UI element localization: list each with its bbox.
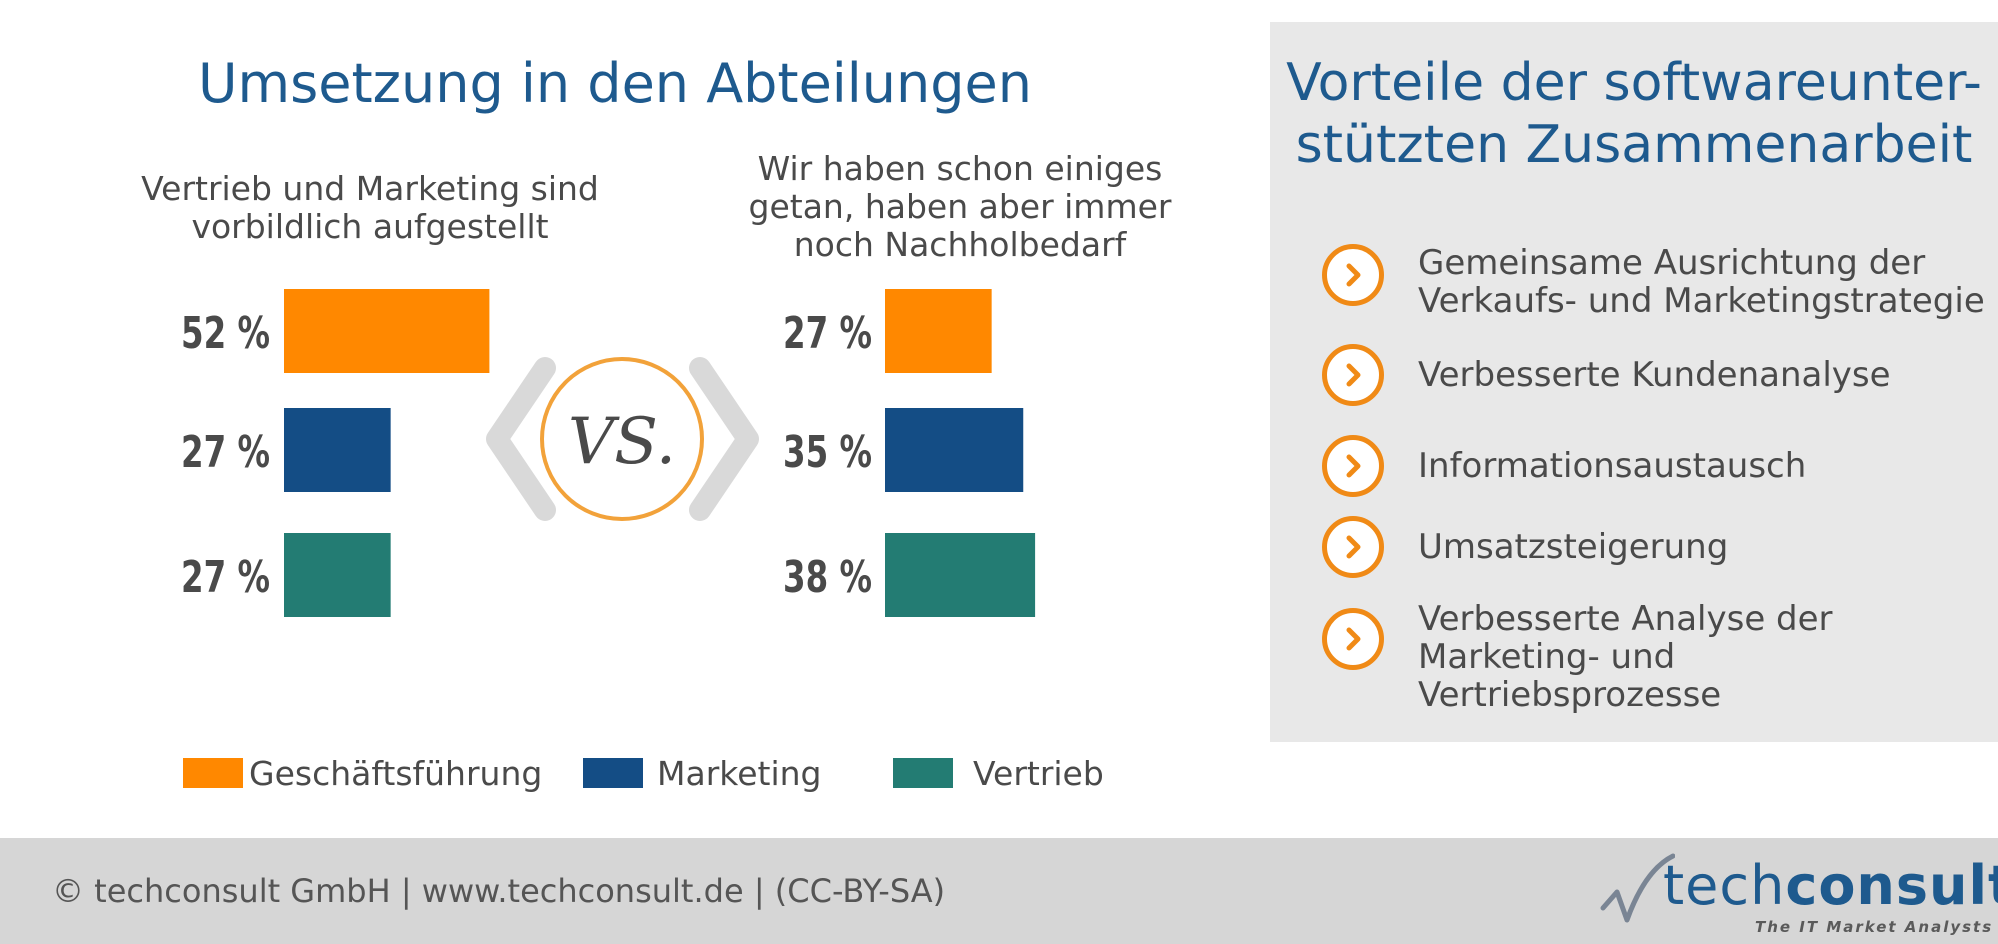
bar-0-1 bbox=[284, 408, 391, 492]
chevron-right-circle-icon bbox=[1322, 244, 1384, 306]
benefit-item: Informationsaustausch bbox=[1270, 435, 1998, 515]
legend-item-geschaeftsfuehrung: Geschäftsführung bbox=[183, 754, 583, 793]
chart-right-subtitle: Wir haben schon einiges getan, haben abe… bbox=[748, 149, 1172, 264]
bar-value-label: 35 % bbox=[783, 428, 872, 478]
chart-left-bars: 52 % 27 % 27 % bbox=[181, 289, 490, 617]
logo-wordmark: techconsult bbox=[1663, 854, 1998, 917]
benefits-panel: Vorteile der softwareunter- stützten Zus… bbox=[1270, 22, 1998, 742]
benefit-text: Informationsaustausch bbox=[1418, 446, 1807, 486]
legend: Geschäftsführung Marketing Vertrieb bbox=[183, 753, 1104, 793]
right-chevron-icon bbox=[689, 357, 759, 521]
chevron-right-circle-icon bbox=[1322, 344, 1384, 406]
bar-1-1 bbox=[885, 408, 1024, 492]
bar-1-0 bbox=[885, 289, 992, 373]
benefit-item: Umsatzsteigerung bbox=[1270, 516, 1998, 596]
benefit-item: Gemeinsame Ausrichtung der Verkaufs- und… bbox=[1270, 244, 1998, 324]
vs-decoration: VS. bbox=[486, 357, 759, 521]
techconsult-logo: techconsult The IT Market Analysts bbox=[1595, 840, 1998, 940]
logo-word-tech: tech bbox=[1663, 854, 1786, 917]
bar-charts: VS. 52 % 27 % 27 % 27 % 35 % 38 % bbox=[181, 289, 1036, 617]
bar-value-label: 38 % bbox=[783, 553, 872, 603]
legend-swatch-blue bbox=[583, 758, 643, 788]
legend-swatch-orange bbox=[183, 758, 243, 788]
benefit-text: Gemeinsame Ausrichtung der Verkaufs- und… bbox=[1418, 243, 1985, 321]
checkmark-swoosh-icon bbox=[1600, 853, 1675, 923]
benefits-title: Vorteile der softwareunter- stützten Zus… bbox=[1286, 53, 1982, 175]
left-chevron-icon bbox=[486, 357, 556, 521]
chevron-right-circle-icon bbox=[1322, 435, 1384, 497]
chart-left-subtitle: Vertrieb und Marketing sind vorbildlich … bbox=[141, 169, 599, 246]
legend-swatch-teal bbox=[893, 758, 953, 788]
bar-value-label: 27 % bbox=[181, 428, 270, 478]
bar-1-2 bbox=[885, 533, 1036, 617]
chevron-right-circle-icon bbox=[1322, 516, 1384, 578]
bar-value-label: 52 % bbox=[181, 309, 270, 359]
footer: © techconsult GmbH | www.techconsult.de … bbox=[0, 838, 1998, 944]
chart-right-bars: 27 % 35 % 38 % bbox=[783, 289, 1036, 617]
footer-copyright: © techconsult GmbH | www.techconsult.de … bbox=[52, 872, 946, 910]
benefit-text: Verbesserte Analyse der Marketing- und V… bbox=[1418, 599, 1833, 715]
legend-label: Geschäftsführung bbox=[249, 753, 543, 793]
vs-label: VS. bbox=[568, 405, 676, 479]
bar-value-label: 27 % bbox=[181, 553, 270, 603]
legend-item-marketing: Marketing bbox=[583, 754, 893, 793]
vs-circle bbox=[540, 357, 704, 521]
bar-value-label: 27 % bbox=[783, 309, 872, 359]
benefit-item: Verbesserte Analyse der Marketing- und V… bbox=[1270, 600, 1998, 714]
legend-label: Marketing bbox=[657, 753, 822, 793]
legend-item-vertrieb: Vertrieb bbox=[893, 754, 1104, 793]
legend-label: Vertrieb bbox=[973, 753, 1104, 793]
benefit-text: Umsatzsteigerung bbox=[1418, 527, 1729, 567]
chevron-right-circle-icon bbox=[1322, 608, 1384, 670]
bar-0-2 bbox=[284, 533, 391, 617]
bar-0-0 bbox=[284, 289, 490, 373]
logo-tagline: The IT Market Analysts bbox=[1755, 918, 1994, 936]
benefit-text: Verbesserte Kundenanalyse bbox=[1418, 355, 1891, 395]
page-title: Umsetzung in den Abteilungen bbox=[198, 52, 1032, 115]
benefit-item: Verbesserte Kundenanalyse bbox=[1270, 344, 1998, 424]
logo-word-consult: consult bbox=[1785, 854, 1998, 917]
